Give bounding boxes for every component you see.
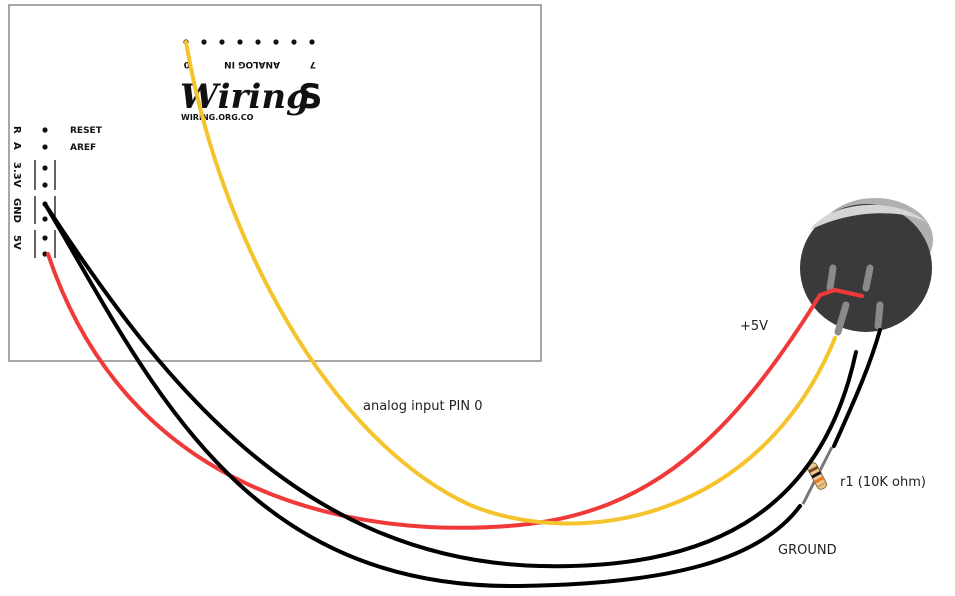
pin-label-5v: 5V	[11, 235, 22, 250]
website-label: WIRING.ORG.CO	[181, 113, 254, 122]
reset-label: RESET	[70, 126, 103, 136]
resistor-r1	[801, 446, 834, 505]
gas-sensor	[800, 198, 933, 336]
wire-black-gnd-2	[43, 202, 802, 589]
logo-s: S	[298, 77, 323, 117]
pin-label-r: R	[11, 126, 22, 134]
pin-label-3v3: 3.3V	[11, 162, 22, 188]
analog-header-pins	[183, 39, 315, 45]
pin-label-gnd: GND	[11, 198, 22, 223]
wiring-board	[8, 4, 542, 362]
label-analog-input: analog input PIN 0	[363, 399, 483, 414]
label-ground: GROUND	[778, 543, 837, 558]
wire-red-5v	[46, 252, 864, 530]
wire-yellow-analog	[184, 40, 837, 526]
aref-label: AREF	[70, 143, 96, 153]
pin-group-brackets	[34, 160, 56, 258]
analog-pin-last-label: 7	[310, 59, 316, 69]
label-resistor: r1 (10K ohm)	[840, 475, 926, 490]
analog-pin-first-label: 0	[184, 59, 190, 69]
wire-black-gnd-1	[43, 202, 858, 569]
label-plus5v: +5V	[740, 319, 768, 334]
wire-black-sensor-to-resistor	[832, 328, 882, 448]
analog-header-label: ANALOG IN	[224, 59, 280, 69]
pin-label-a: A	[11, 142, 22, 150]
